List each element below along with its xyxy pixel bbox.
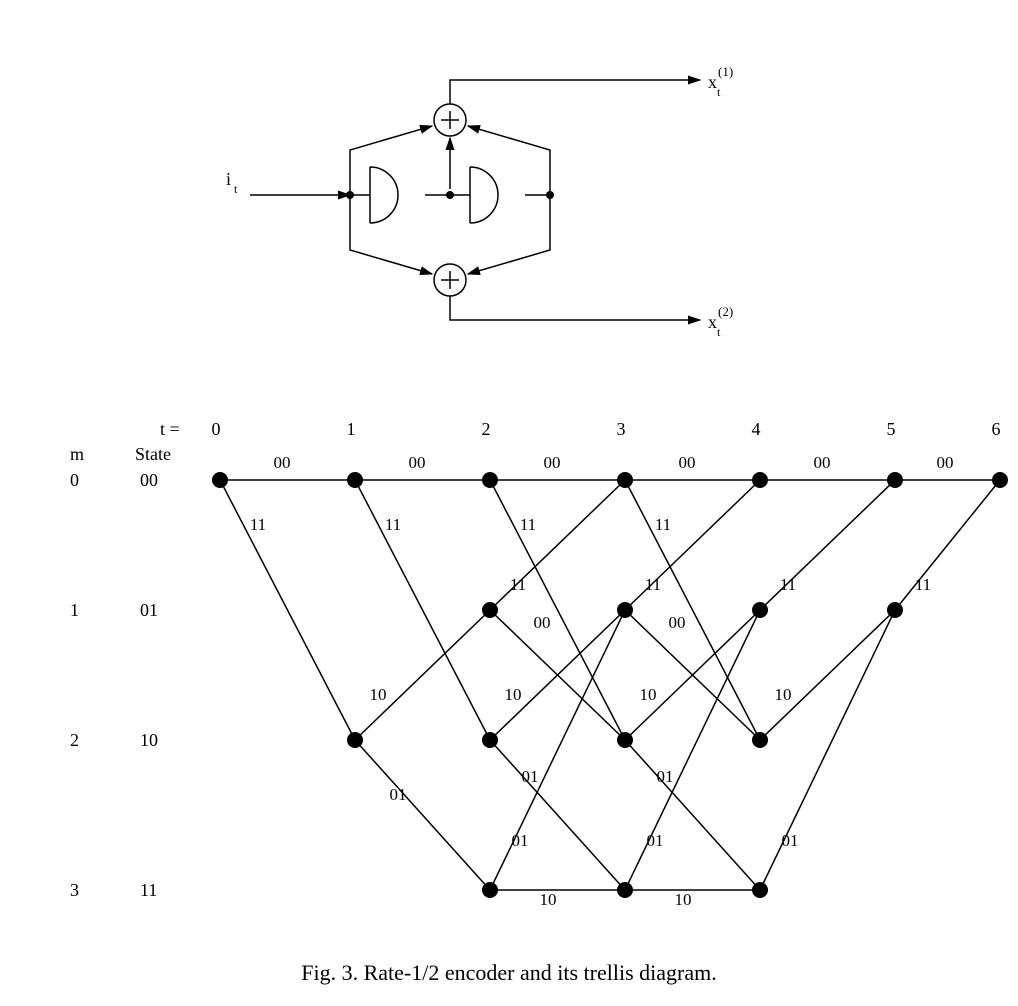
trellis-diagram: t =mState0123456000101210311001100111001… xyxy=(70,419,1008,909)
encoder-diagram: itxt(1)xt(2) xyxy=(226,64,733,339)
svg-text:11: 11 xyxy=(645,575,661,594)
svg-text:01: 01 xyxy=(782,831,799,850)
svg-text:00: 00 xyxy=(937,453,954,472)
svg-text:10: 10 xyxy=(540,890,557,909)
svg-text:01: 01 xyxy=(657,767,674,786)
svg-text:5: 5 xyxy=(887,419,896,439)
svg-text:10: 10 xyxy=(775,685,792,704)
svg-text:11: 11 xyxy=(385,515,401,534)
svg-text:01: 01 xyxy=(522,767,539,786)
svg-text:(2): (2) xyxy=(718,304,733,319)
svg-text:00: 00 xyxy=(679,453,696,472)
svg-text:t: t xyxy=(717,85,721,99)
svg-text:10: 10 xyxy=(370,685,387,704)
svg-text:11: 11 xyxy=(510,575,526,594)
svg-text:00: 00 xyxy=(544,453,561,472)
svg-text:1: 1 xyxy=(70,600,79,620)
svg-text:00: 00 xyxy=(140,470,158,490)
svg-text:State: State xyxy=(135,444,171,464)
svg-text:00: 00 xyxy=(669,613,686,632)
svg-text:2: 2 xyxy=(70,730,79,750)
svg-text:t: t xyxy=(234,182,238,196)
svg-text:6: 6 xyxy=(992,419,1001,439)
svg-text:01: 01 xyxy=(140,600,158,620)
svg-text:t: t xyxy=(717,325,721,339)
svg-text:m: m xyxy=(70,444,84,464)
svg-text:0: 0 xyxy=(212,419,221,439)
svg-text:11: 11 xyxy=(140,880,157,900)
svg-text:00: 00 xyxy=(274,453,291,472)
svg-text:i: i xyxy=(226,169,231,189)
svg-text:00: 00 xyxy=(814,453,831,472)
svg-text:01: 01 xyxy=(390,785,407,804)
svg-text:00: 00 xyxy=(409,453,426,472)
svg-text:3: 3 xyxy=(70,880,79,900)
svg-text:11: 11 xyxy=(780,575,796,594)
svg-text:11: 11 xyxy=(520,515,536,534)
svg-text:11: 11 xyxy=(655,515,671,534)
svg-text:2: 2 xyxy=(482,419,491,439)
svg-text:01: 01 xyxy=(512,831,529,850)
figure-caption: Fig. 3. Rate-1/2 encoder and its trellis… xyxy=(20,960,998,986)
svg-text:11: 11 xyxy=(915,575,931,594)
svg-text:10: 10 xyxy=(140,730,158,750)
figure-svg: itxt(1)xt(2) t =mState012345600010121031… xyxy=(20,20,1018,950)
svg-text:10: 10 xyxy=(505,685,522,704)
svg-text:(1): (1) xyxy=(718,64,733,79)
svg-text:t =: t = xyxy=(160,419,180,439)
svg-text:01: 01 xyxy=(647,831,664,850)
svg-text:4: 4 xyxy=(752,419,761,439)
svg-text:0: 0 xyxy=(70,470,79,490)
svg-text:3: 3 xyxy=(617,419,626,439)
svg-text:x: x xyxy=(708,312,717,332)
svg-text:10: 10 xyxy=(675,890,692,909)
svg-text:1: 1 xyxy=(347,419,356,439)
svg-text:00: 00 xyxy=(534,613,551,632)
svg-text:x: x xyxy=(708,72,717,92)
svg-text:11: 11 xyxy=(250,515,266,534)
svg-text:10: 10 xyxy=(640,685,657,704)
